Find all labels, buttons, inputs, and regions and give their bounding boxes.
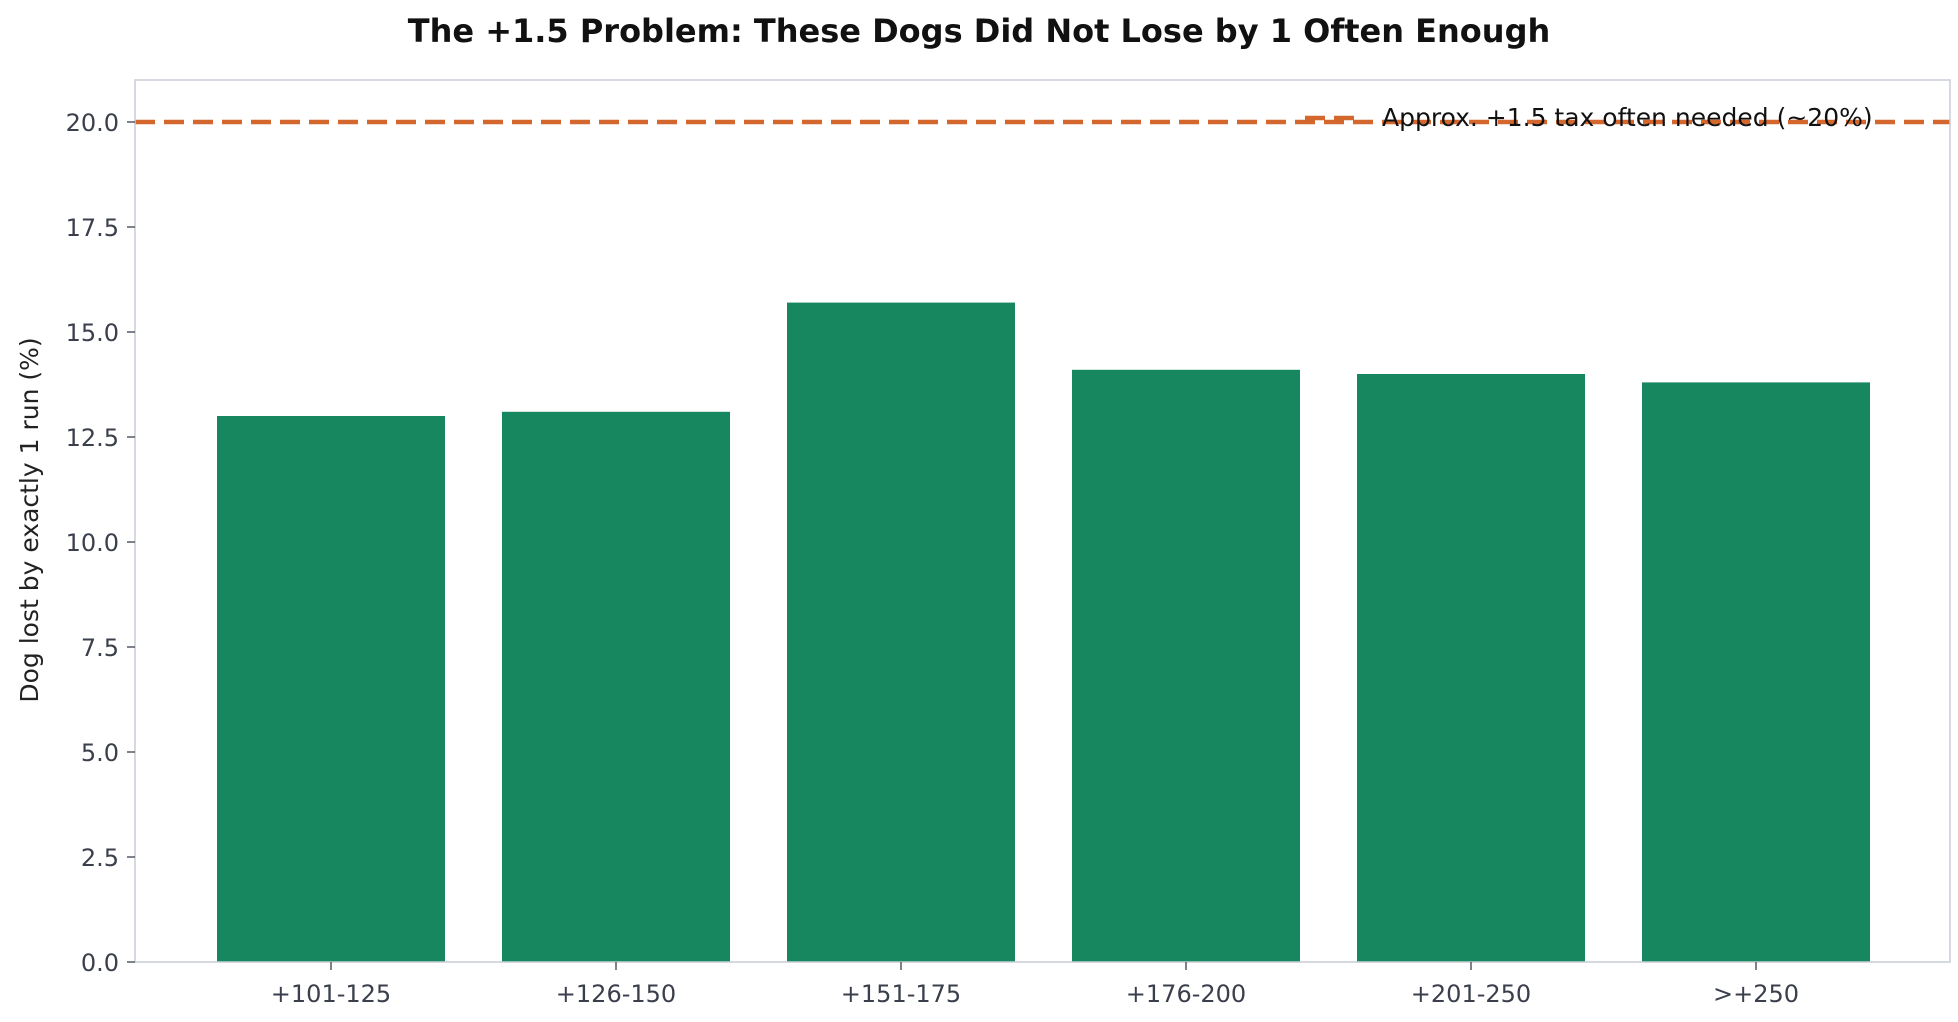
- x-tick-label-2: +126-150: [556, 980, 676, 1008]
- x-tick-label-3: +151-175: [841, 980, 961, 1008]
- y-tick-label-8: 20.0: [66, 109, 119, 137]
- bar-4: [1072, 369, 1300, 962]
- y-tick-label-3: 7.5: [81, 634, 119, 662]
- x-tick-label-1: +101-125: [271, 980, 391, 1008]
- x-tick-label-4: +176-200: [1126, 980, 1246, 1008]
- bar-2: [502, 411, 730, 962]
- x-tick-label-5: +201-250: [1411, 980, 1531, 1008]
- y-tick-label-6: 15.0: [66, 319, 119, 347]
- y-axis-label: Dog lost by exactly 1 run (%): [15, 337, 44, 702]
- legend-label-reference-line: Approx. +1.5 tax often needed (~20%): [1382, 103, 1873, 132]
- y-tick-label-5: 12.5: [66, 424, 119, 452]
- chart-title: The +1.5 Problem: These Dogs Did Not Los…: [408, 12, 1551, 50]
- y-tick-label-1: 2.5: [81, 844, 119, 872]
- bar-3: [787, 302, 1015, 963]
- y-ticks: 0.0 2.5 5.0 7.5 10.0 12.5 15.0 17.5 20.0: [66, 109, 135, 977]
- x-ticks: +101-125 +126-150 +151-175 +176-200 +201-250…: [271, 962, 1799, 1008]
- y-tick-label-4: 10.0: [66, 529, 119, 557]
- bars-layer: [217, 302, 1870, 963]
- plot-frame: [134, 79, 1951, 963]
- bar-6: [1642, 382, 1870, 962]
- legend: Approx. +1.5 tax often needed (~20%): [1305, 103, 1873, 132]
- bar-5: [1357, 374, 1585, 962]
- y-tick-label-7: 17.5: [66, 214, 119, 242]
- y-tick-label-0: 0.0: [81, 949, 119, 977]
- bar-1: [217, 416, 445, 962]
- x-tick-label-6: >+250: [1713, 980, 1799, 1008]
- y-tick-label-2: 5.0: [81, 739, 119, 767]
